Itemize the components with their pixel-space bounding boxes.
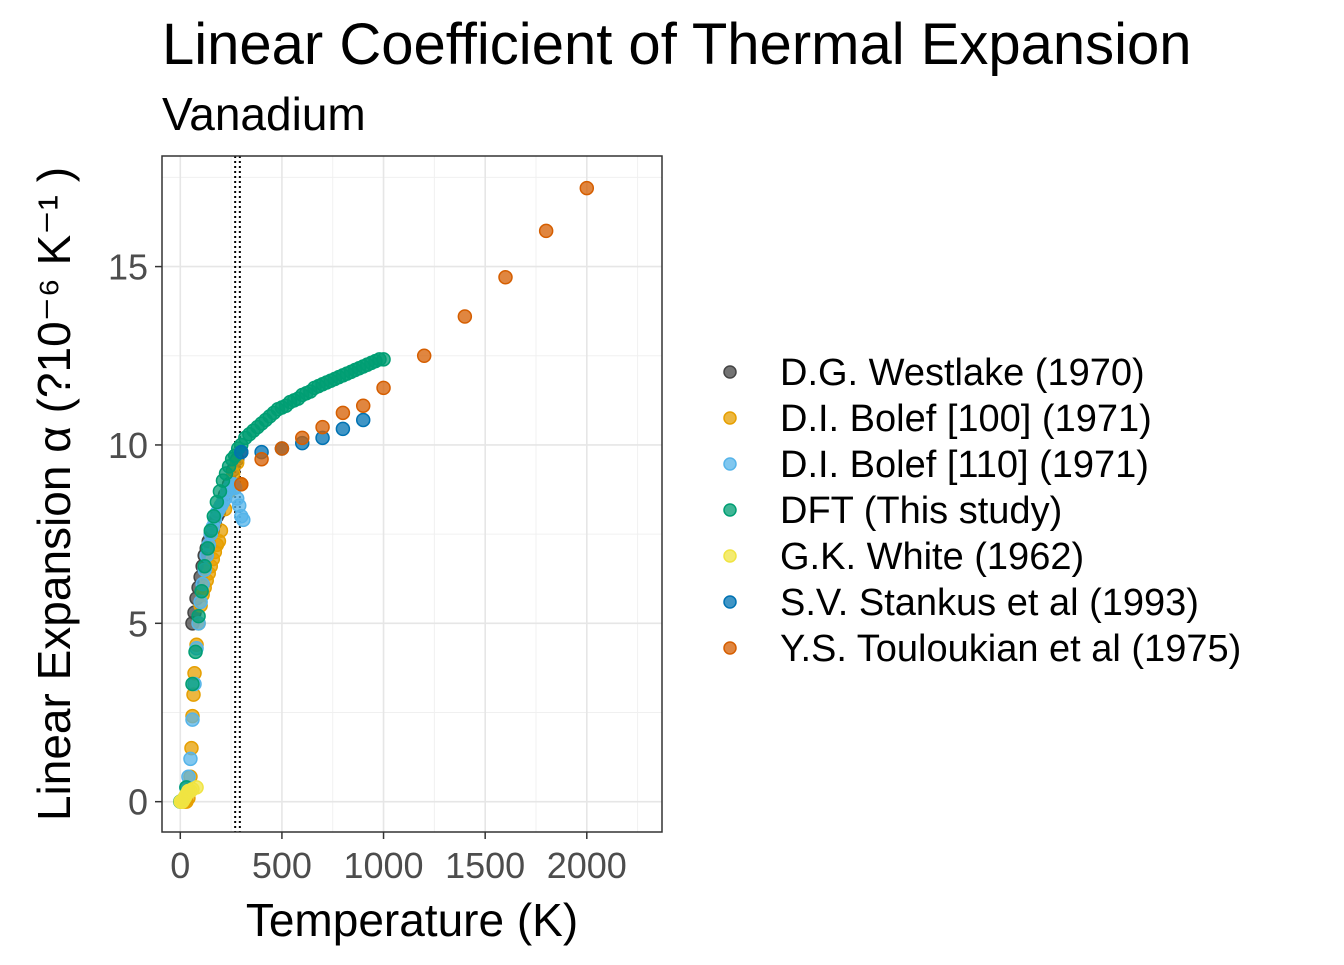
chart-title: Linear Coefficient of Thermal Expansion [162, 12, 1192, 77]
x-tick-label: 2000 [547, 845, 627, 886]
data-point [203, 523, 219, 538]
data-point [254, 451, 269, 467]
data-point [185, 712, 200, 727]
data-point [538, 223, 554, 239]
legend-key [723, 411, 737, 425]
data-point [457, 309, 473, 324]
data-point [355, 398, 371, 413]
data-point [188, 644, 203, 660]
data-point [579, 180, 595, 196]
data-point [315, 419, 330, 435]
x-tick-label: 500 [252, 845, 312, 886]
legend-key [723, 549, 737, 563]
legend-label: D.I. Bolef [110] (1971) [780, 444, 1149, 486]
plot-panel [162, 156, 662, 832]
data-point [234, 476, 249, 492]
data-point [274, 441, 290, 456]
chart-subtitle: Vanadium [162, 88, 366, 140]
legend-label: Y.S. Touloukian et al (1975) [780, 628, 1241, 670]
legend-label: G.K. White (1962) [780, 536, 1084, 578]
data-point [416, 348, 432, 364]
x-axis-title: Temperature (K) [246, 894, 578, 946]
data-point [197, 558, 212, 574]
data-point [376, 352, 391, 367]
data-point [194, 583, 209, 599]
data-point [200, 541, 215, 556]
data-point [234, 444, 249, 460]
data-point [376, 380, 391, 396]
grid-layer [162, 156, 662, 832]
y-tick-label: 5 [128, 603, 148, 644]
legend-key [723, 365, 737, 379]
legend-label: DFT (This study) [780, 490, 1062, 532]
data-point [183, 751, 198, 767]
axis-ticks: 0 500 1000 1500 2000 0 5 10 15 [108, 247, 627, 886]
plot-border [161, 155, 663, 833]
data-point [294, 430, 310, 446]
y-axis-title: Linear Expansion α (?10⁻⁶ K⁻¹ ) [28, 167, 80, 821]
x-tick-label: 1000 [343, 845, 423, 886]
data-point [335, 421, 351, 437]
x-tick-label: 1500 [445, 845, 525, 886]
data-point [335, 405, 351, 421]
y-tick-label: 15 [108, 247, 148, 288]
data-point [189, 780, 204, 795]
data-point [191, 608, 206, 624]
data-point [185, 676, 200, 692]
legend-key [723, 503, 737, 517]
legend-key [723, 595, 737, 609]
data-point [498, 270, 513, 285]
legend-key [723, 457, 737, 471]
data-point [355, 412, 371, 428]
y-tick-label: 0 [128, 782, 148, 823]
points-layer [173, 180, 595, 809]
legend-key [723, 641, 737, 655]
data-point [236, 512, 251, 528]
x-tick-label: 0 [170, 845, 190, 886]
legend-label: D.I. Bolef [100] (1971) [780, 398, 1152, 440]
legend-label: S.V. Stankus et al (1993) [780, 582, 1199, 624]
y-tick-label: 10 [108, 425, 148, 466]
data-point [206, 509, 222, 524]
legend: D.G. Westlake (1970)D.I. Bolef [100] (19… [723, 352, 1241, 670]
legend-label: D.G. Westlake (1970) [780, 352, 1145, 394]
